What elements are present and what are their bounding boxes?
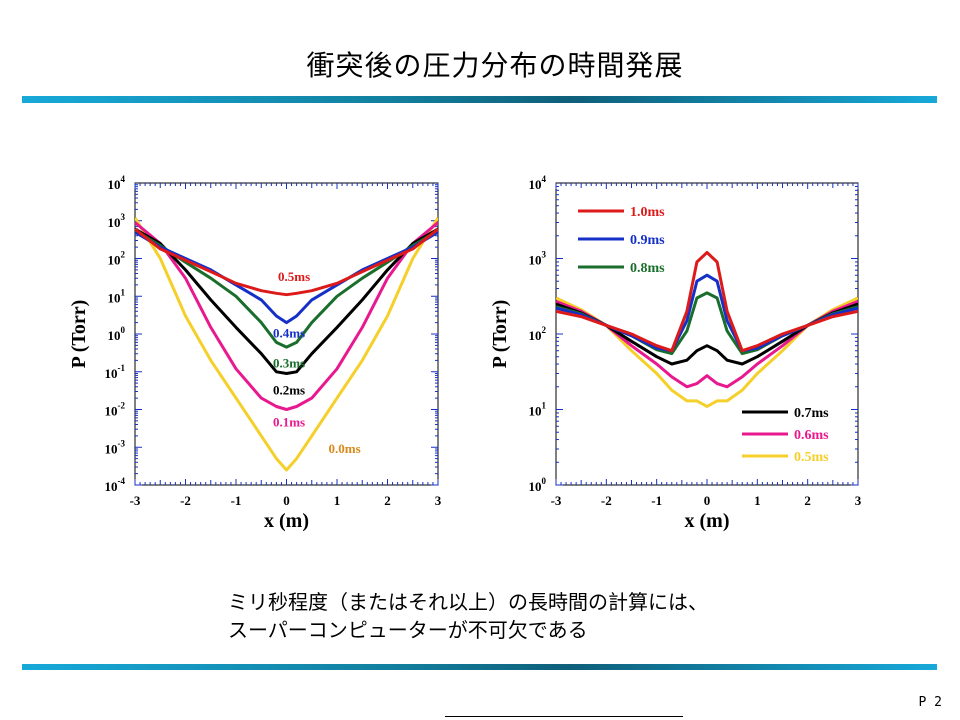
y-tick-label: 100 — [529, 476, 547, 494]
series-line-0.2ms — [135, 227, 438, 375]
x-tick-label: 1 — [334, 493, 341, 508]
slide-title: 衝突後の圧力分布の時間発展 — [306, 49, 684, 82]
top-rule — [22, 96, 937, 103]
x-axis-label: x (m) — [685, 510, 730, 532]
x-tick-label: 2 — [804, 493, 811, 508]
series-line-0.3ms — [135, 229, 438, 349]
y-tick-label: 10-4 — [105, 476, 126, 494]
y-tick-label: 10-3 — [105, 438, 126, 456]
x-tick-label: 0 — [283, 493, 290, 508]
legend-entry: 0.8ms — [630, 261, 665, 276]
series-line-0.7ms — [556, 302, 858, 366]
y-tick-label: 103 — [529, 250, 547, 268]
legend-entry: 0.9ms — [630, 233, 665, 248]
left-chart: -3 -2 -1 0 1 2 3 104 103 102 101 100 10-1 10-2 10-3 10-… — [68, 174, 442, 532]
y-tick-label: 103 — [108, 212, 126, 230]
caption-line-2: スーパーコンピューターが不可欠である — [228, 618, 588, 642]
y-tick-label: 101 — [529, 401, 547, 419]
x-tick-label: 2 — [384, 493, 391, 508]
y-tick-label: 104 — [529, 174, 547, 192]
x-tick-label: -2 — [180, 493, 191, 508]
series-line-0.9ms — [556, 273, 858, 353]
y-tick-label: 10-2 — [105, 401, 126, 419]
legend-entry: 1.0ms — [630, 205, 665, 220]
series-line-0.1ms — [135, 221, 438, 411]
curve-label: 0.4ms — [273, 326, 305, 341]
x-tick-label: -1 — [231, 493, 242, 508]
caption-line-1: ミリ秒程度（またはそれ以上）の長時間の計算には、 — [228, 590, 708, 614]
x-tick-label: -1 — [651, 493, 662, 508]
x-tick-label: 3 — [855, 493, 862, 508]
series-line-1.0ms — [556, 251, 858, 353]
y-tick-label: 102 — [529, 325, 547, 343]
curve-label: 0.1ms — [273, 415, 305, 430]
curve-label: 0.0ms — [329, 441, 361, 456]
series-line-0.5ms — [135, 227, 438, 297]
series-line-0.4ms — [135, 230, 438, 325]
caption: ミリ秒程度（またはそれ以上）の長時間の計算には、 スーパーコンピューターが不可欠… — [228, 588, 708, 644]
legend-entry: 0.7ms — [794, 406, 829, 421]
curve-label: 0.3ms — [273, 355, 305, 370]
footer-line — [445, 716, 683, 717]
series-line-0.0ms — [135, 217, 438, 472]
curve-label: 0.5ms — [278, 269, 310, 284]
y-axis-label: P (Torr) — [68, 300, 90, 369]
y-tick-label: 104 — [108, 174, 126, 192]
curve-label: 0.2ms — [273, 382, 305, 397]
page-number: P 2 — [918, 695, 942, 710]
legend-entry: 0.5ms — [794, 450, 829, 465]
x-tick-label: 3 — [435, 493, 442, 508]
y-tick-label: 100 — [108, 325, 126, 343]
x-tick-label: -2 — [601, 493, 612, 508]
x-tick-label: 1 — [754, 493, 761, 508]
x-tick-label: -3 — [551, 493, 562, 508]
x-tick-label: 0 — [704, 493, 711, 508]
x-axis-label: x (m) — [264, 510, 309, 532]
y-axis-label: P (Torr) — [489, 300, 511, 369]
right-chart: -3 -2 -1 0 1 2 3 104 103 102 101 100 x (m) P (Torr) 1.… — [489, 174, 862, 532]
y-tick-label: 10-1 — [105, 363, 126, 381]
legend-entry: 0.6ms — [794, 428, 829, 443]
y-tick-label: 102 — [108, 250, 126, 268]
x-tick-label: -3 — [130, 493, 141, 508]
y-tick-label: 101 — [108, 287, 126, 305]
series-line-0.6ms — [556, 300, 858, 389]
bottom-rule — [22, 664, 937, 670]
series-line-0.5ms — [556, 296, 858, 408]
